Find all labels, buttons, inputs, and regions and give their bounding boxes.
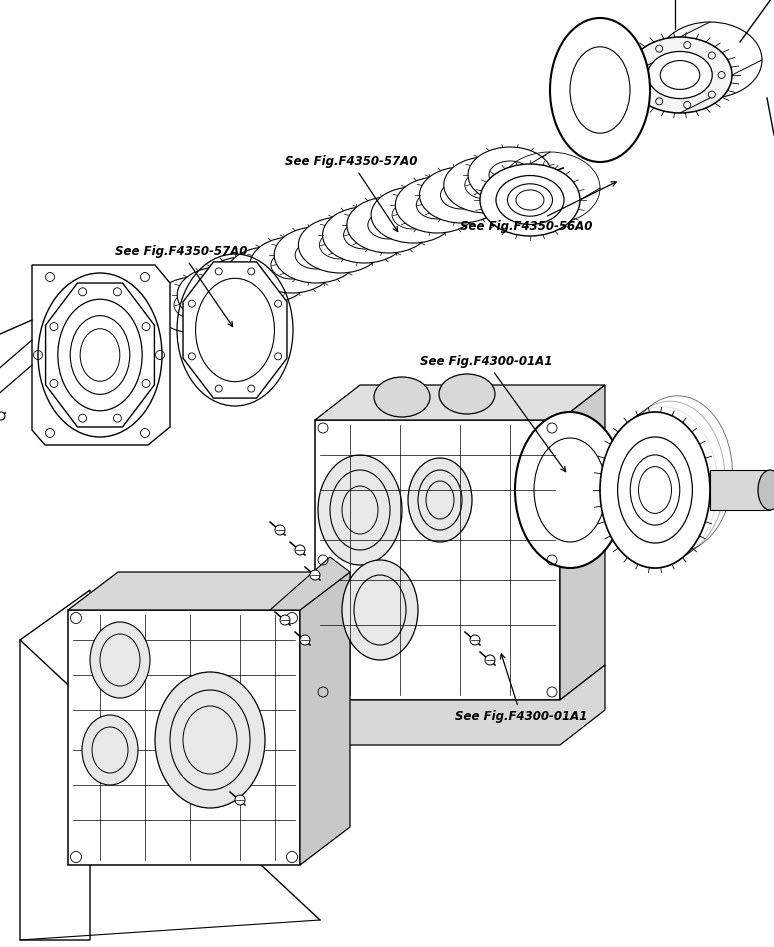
Polygon shape xyxy=(345,665,605,745)
Ellipse shape xyxy=(342,560,418,660)
Circle shape xyxy=(310,570,320,580)
Circle shape xyxy=(485,655,495,665)
Ellipse shape xyxy=(155,672,265,808)
Polygon shape xyxy=(315,385,605,420)
Ellipse shape xyxy=(622,396,732,552)
Ellipse shape xyxy=(515,412,625,568)
Polygon shape xyxy=(68,572,350,610)
Ellipse shape xyxy=(347,197,431,253)
Ellipse shape xyxy=(444,157,528,213)
Ellipse shape xyxy=(600,412,710,568)
Ellipse shape xyxy=(250,237,334,293)
Ellipse shape xyxy=(420,167,504,223)
Circle shape xyxy=(0,412,5,420)
Polygon shape xyxy=(20,590,90,940)
Ellipse shape xyxy=(550,18,650,162)
Ellipse shape xyxy=(480,164,580,236)
Circle shape xyxy=(295,545,305,555)
Ellipse shape xyxy=(496,175,564,224)
Polygon shape xyxy=(68,610,300,865)
Text: See Fig.F4300-01A1: See Fig.F4300-01A1 xyxy=(420,355,566,472)
Ellipse shape xyxy=(90,622,150,698)
Polygon shape xyxy=(46,283,155,427)
Text: See Fig.F4300-01A1: See Fig.F4300-01A1 xyxy=(455,654,587,723)
Polygon shape xyxy=(183,262,287,398)
Circle shape xyxy=(470,635,480,645)
Ellipse shape xyxy=(201,257,286,313)
Ellipse shape xyxy=(396,177,479,233)
Ellipse shape xyxy=(648,51,712,98)
Ellipse shape xyxy=(615,402,725,557)
Ellipse shape xyxy=(153,277,237,333)
Ellipse shape xyxy=(628,37,732,113)
Circle shape xyxy=(275,525,285,535)
Ellipse shape xyxy=(299,217,382,273)
Text: See Fig.F4350-57A0: See Fig.F4350-57A0 xyxy=(115,245,248,327)
Ellipse shape xyxy=(226,247,310,303)
Text: See Fig.F4350-56A0: See Fig.F4350-56A0 xyxy=(460,182,616,233)
Ellipse shape xyxy=(439,374,495,414)
Ellipse shape xyxy=(618,437,693,543)
Ellipse shape xyxy=(758,470,774,510)
Polygon shape xyxy=(270,557,350,610)
Ellipse shape xyxy=(468,147,552,203)
Ellipse shape xyxy=(323,207,406,263)
Polygon shape xyxy=(300,572,350,865)
Ellipse shape xyxy=(374,377,430,417)
Polygon shape xyxy=(315,420,560,700)
Ellipse shape xyxy=(600,412,710,568)
Ellipse shape xyxy=(408,458,472,542)
Ellipse shape xyxy=(608,406,717,563)
Ellipse shape xyxy=(371,187,455,243)
Ellipse shape xyxy=(82,715,138,785)
Polygon shape xyxy=(560,385,605,700)
Polygon shape xyxy=(32,265,170,445)
Ellipse shape xyxy=(318,455,402,565)
Circle shape xyxy=(549,168,557,176)
Text: See Fig.F4350-57A0: See Fig.F4350-57A0 xyxy=(285,155,417,231)
Circle shape xyxy=(235,795,245,805)
Circle shape xyxy=(280,615,290,625)
Polygon shape xyxy=(710,470,770,510)
Circle shape xyxy=(300,635,310,645)
Ellipse shape xyxy=(274,227,358,283)
Ellipse shape xyxy=(177,267,262,323)
